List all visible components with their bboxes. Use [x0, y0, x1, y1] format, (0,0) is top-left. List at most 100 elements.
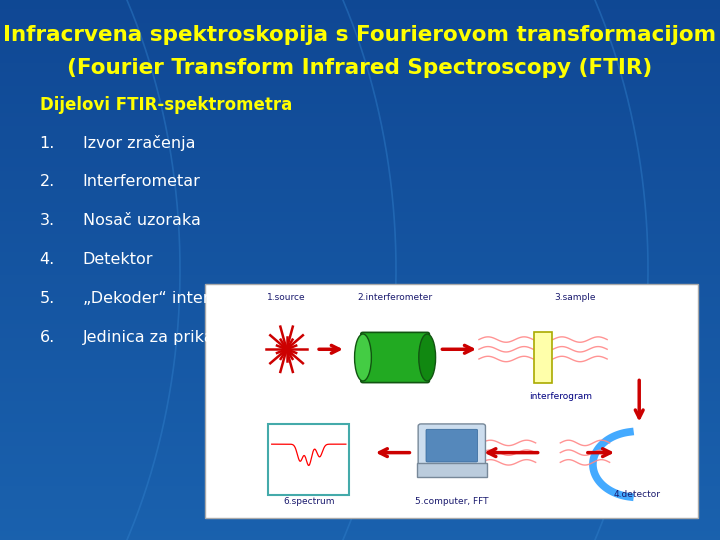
Bar: [0, 90, 720, 94]
Bar: [0, 374, 720, 378]
Bar: [0, 40, 720, 45]
Bar: [0, 392, 720, 396]
Bar: [0, 495, 720, 500]
Text: 4.detector: 4.detector: [613, 490, 660, 500]
Bar: [0, 468, 720, 472]
Bar: [0, 274, 720, 279]
Bar: [0, 9, 720, 14]
Bar: [0, 477, 720, 482]
Bar: [0, 31, 720, 36]
Bar: [0, 85, 720, 90]
Bar: [0, 112, 720, 117]
Bar: [0, 166, 720, 171]
Bar: [0, 185, 720, 189]
Bar: [0, 171, 720, 176]
Bar: [0, 99, 720, 104]
Bar: [0, 18, 720, 23]
Bar: [0, 122, 720, 126]
Bar: [0, 14, 720, 18]
Text: Izvor zračenja: Izvor zračenja: [83, 135, 195, 151]
Ellipse shape: [354, 334, 372, 381]
Bar: [0, 148, 720, 153]
Bar: [0, 504, 720, 509]
Bar: [0, 77, 720, 81]
Bar: [0, 63, 720, 68]
Bar: [0, 490, 720, 495]
Bar: [0, 104, 720, 108]
Bar: [0, 189, 720, 193]
Bar: [0, 536, 720, 540]
Bar: [0, 94, 720, 99]
Bar: [0, 176, 720, 180]
Bar: [0, 387, 720, 392]
Bar: [0, 202, 720, 207]
Bar: [0, 243, 720, 247]
Ellipse shape: [419, 334, 436, 381]
Text: „Dekoder“ interferograma (PC software): „Dekoder“ interferograma (PC software): [83, 291, 405, 306]
Bar: [0, 517, 720, 522]
Bar: [0, 4, 720, 9]
Bar: [0, 355, 720, 360]
Bar: [0, 207, 720, 212]
Bar: [0, 459, 720, 463]
Text: 3.: 3.: [40, 213, 55, 228]
Bar: [0, 450, 720, 455]
Bar: [0, 23, 720, 27]
Bar: [534, 332, 552, 383]
Bar: [0, 306, 720, 310]
Bar: [0, 131, 720, 135]
Bar: [0, 432, 720, 436]
Bar: [0, 513, 720, 517]
Bar: [0, 198, 720, 202]
Bar: [0, 58, 720, 63]
Text: 6.spectrum: 6.spectrum: [283, 497, 335, 507]
Bar: [0, 360, 720, 364]
Text: 3.sample: 3.sample: [554, 293, 596, 302]
Text: 2.: 2.: [40, 174, 55, 190]
Bar: [0, 72, 720, 77]
Bar: [0, 401, 720, 405]
Bar: [0, 27, 720, 31]
Bar: [0, 418, 720, 423]
Bar: [0, 234, 720, 239]
Bar: [0, 266, 720, 270]
Bar: [0, 261, 720, 266]
Bar: [0, 54, 720, 58]
Bar: [0, 270, 720, 274]
Text: 1.: 1.: [40, 136, 55, 151]
Bar: [0, 441, 720, 445]
Bar: [0, 139, 720, 144]
Bar: [0, 126, 720, 131]
Text: interferogram: interferogram: [528, 392, 592, 401]
Bar: [0, 158, 720, 162]
Bar: [0, 522, 720, 526]
Bar: [417, 463, 487, 477]
Bar: [0, 288, 720, 293]
Text: 2.interferometer: 2.interferometer: [358, 293, 433, 302]
Bar: [0, 486, 720, 490]
Text: Detektor: Detektor: [83, 252, 153, 267]
Bar: [0, 414, 720, 418]
Bar: [0, 409, 720, 414]
Bar: [0, 45, 720, 50]
Bar: [0, 68, 720, 72]
Bar: [0, 378, 720, 382]
Bar: [0, 405, 720, 409]
Bar: [0, 81, 720, 85]
Bar: [0, 297, 720, 301]
Bar: [268, 424, 349, 495]
Bar: [0, 320, 720, 324]
Bar: [0, 369, 720, 374]
Text: 1.source: 1.source: [267, 293, 306, 302]
Text: 5.computer, FFT: 5.computer, FFT: [415, 497, 489, 507]
Bar: [0, 284, 720, 288]
FancyBboxPatch shape: [205, 284, 698, 518]
Bar: [0, 364, 720, 369]
Bar: [0, 36, 720, 40]
Bar: [0, 256, 720, 261]
Bar: [0, 301, 720, 306]
Bar: [0, 347, 720, 351]
Bar: [0, 428, 720, 432]
FancyBboxPatch shape: [361, 333, 429, 383]
Bar: [0, 463, 720, 468]
